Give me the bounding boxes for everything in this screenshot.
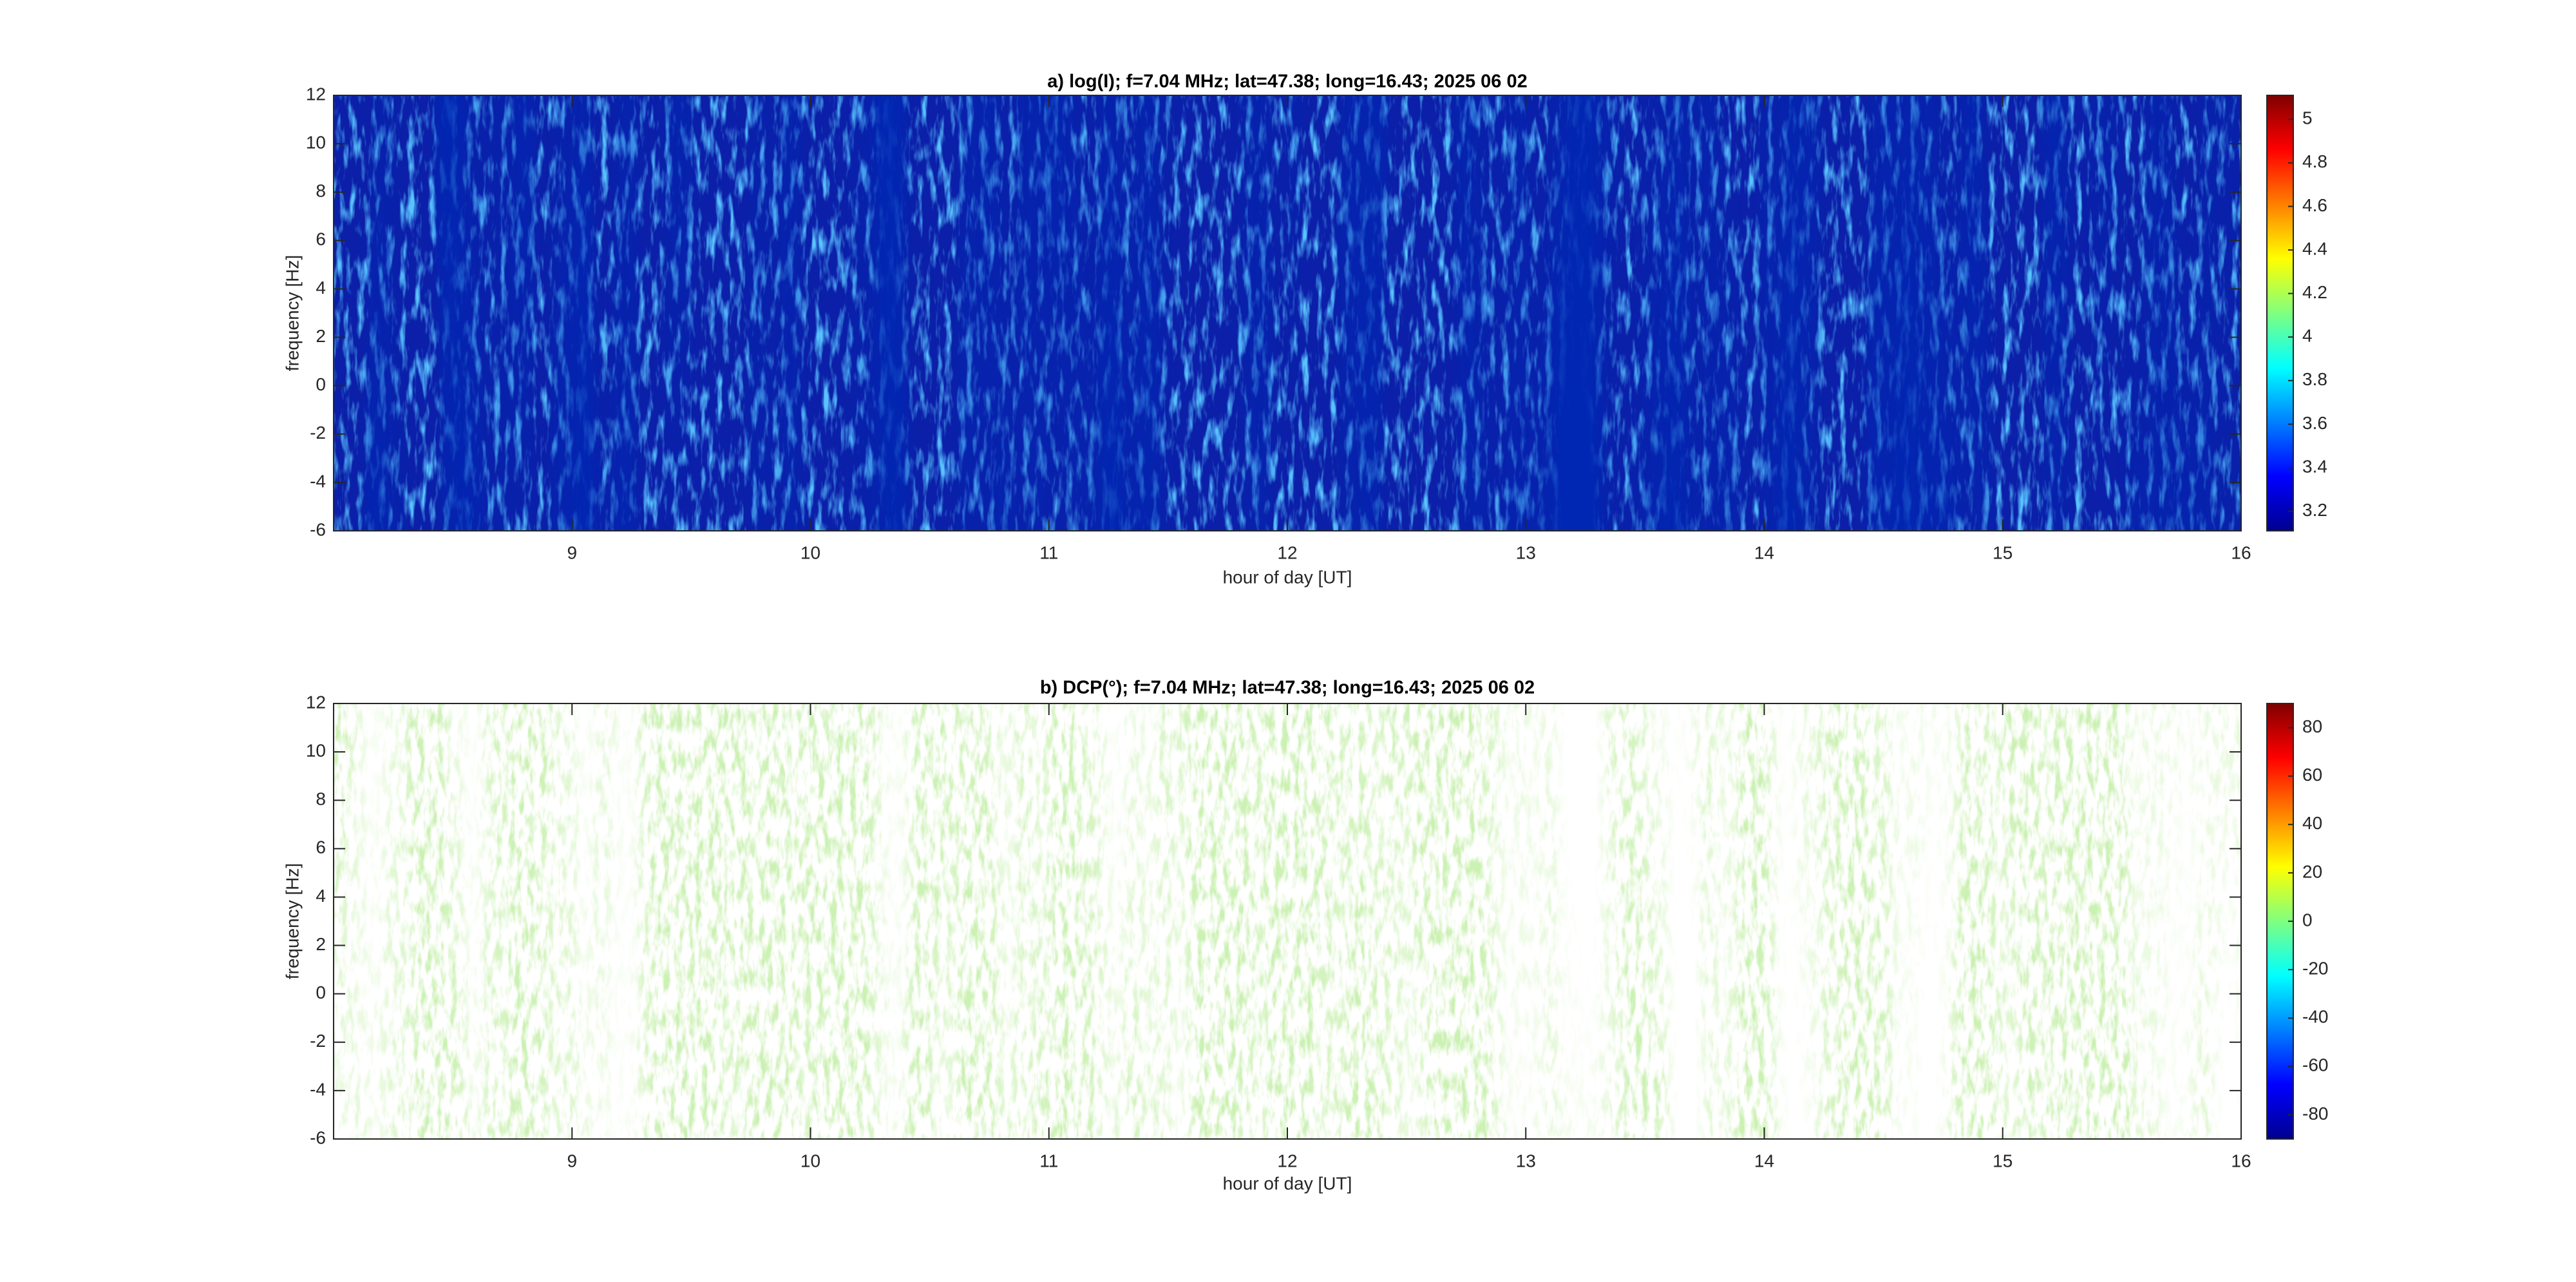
y-tick-label: -6: [310, 1127, 326, 1147]
colorbar-tick-label: -80: [2302, 1104, 2328, 1124]
x-tick-label: 16: [2231, 542, 2251, 562]
x-axis-label: hour of day [UT]: [1223, 567, 1352, 587]
colorbar-tick-label: 80: [2302, 716, 2322, 736]
colorbar-tick-label: 3.8: [2302, 369, 2327, 389]
y-tick-label: 0: [316, 374, 326, 394]
colorbar-tick-label: -20: [2302, 959, 2328, 979]
y-tick-label: -4: [310, 1079, 326, 1099]
x-tick-label: 9: [567, 542, 577, 562]
heatmap-stripes: [334, 95, 2241, 531]
y-tick-label: -2: [310, 1031, 326, 1051]
y-tick-label: 2: [316, 934, 326, 954]
y-tick-label: 4: [316, 886, 326, 906]
colorbar: [2266, 95, 2294, 531]
y-tick-label: 0: [316, 982, 326, 1002]
colorbar-tick-label: 5: [2302, 108, 2313, 128]
heatmap-stripes: [334, 703, 2241, 1139]
colorbar-tick-label: 60: [2302, 765, 2322, 785]
colorbar-tick-label: -60: [2302, 1055, 2328, 1075]
colorbar-tick-label: 4: [2302, 326, 2313, 346]
x-tick-label: 10: [800, 542, 820, 562]
x-tick-label: 14: [1754, 542, 1774, 562]
x-tick-label: 13: [1516, 542, 1536, 562]
x-tick-label: 12: [1277, 1151, 1297, 1171]
colorbar-tick-label: 20: [2302, 861, 2322, 881]
y-tick-label: 4: [316, 278, 326, 298]
x-tick-label: 15: [1993, 542, 2012, 562]
y-tick-label: 12: [306, 84, 326, 104]
x-tick-label: 9: [567, 1151, 577, 1171]
y-tick-label: 8: [316, 181, 326, 201]
y-tick-label: -6: [310, 519, 326, 539]
x-tick-label: 11: [1039, 542, 1058, 562]
x-tick-label: 13: [1516, 1151, 1536, 1171]
x-tick-label: 16: [2231, 1151, 2251, 1171]
y-tick-label: 6: [316, 837, 326, 857]
y-tick-label: 2: [316, 326, 326, 346]
colorbar-tick-label: 3.6: [2302, 413, 2327, 433]
chart-title: a) log(I); f=7.04 MHz; lat=47.38; long=1…: [1047, 72, 1527, 92]
x-tick-label: 12: [1277, 542, 1297, 562]
colorbar-tick-label: -40: [2302, 1007, 2328, 1027]
y-axis-label: frequency [Hz]: [282, 255, 302, 372]
colorbar-tick-label: 4.6: [2302, 195, 2327, 215]
colorbar-tick-label: 4.8: [2302, 151, 2327, 171]
y-tick-label: 10: [306, 133, 326, 153]
y-tick-label: 12: [306, 692, 326, 712]
x-tick-label: 14: [1754, 1151, 1774, 1171]
colorbar-tick-label: 40: [2302, 813, 2322, 833]
colorbar-tick-label: 0: [2302, 910, 2313, 930]
colorbar-tick-label: 3.2: [2302, 500, 2327, 520]
x-tick-label: 10: [800, 1151, 820, 1171]
y-tick-label: 6: [316, 229, 326, 249]
colorbar-tick-label: 3.4: [2302, 456, 2327, 476]
chart-title: b) DCP(°); f=7.04 MHz; lat=47.38; long=1…: [1040, 678, 1535, 698]
x-tick-label: 15: [1993, 1151, 2012, 1171]
y-tick-label: 10: [306, 741, 326, 761]
colorbar-tick-label: 4.2: [2302, 282, 2327, 302]
x-axis-label: hour of day [UT]: [1223, 1173, 1352, 1193]
y-axis-label: frequency [Hz]: [282, 863, 302, 980]
y-tick-label: 8: [316, 789, 326, 809]
y-tick-label: -4: [310, 471, 326, 491]
y-tick-label: -2: [310, 423, 326, 443]
colorbar-tick-label: 4.4: [2302, 238, 2327, 258]
x-tick-label: 11: [1039, 1151, 1058, 1171]
